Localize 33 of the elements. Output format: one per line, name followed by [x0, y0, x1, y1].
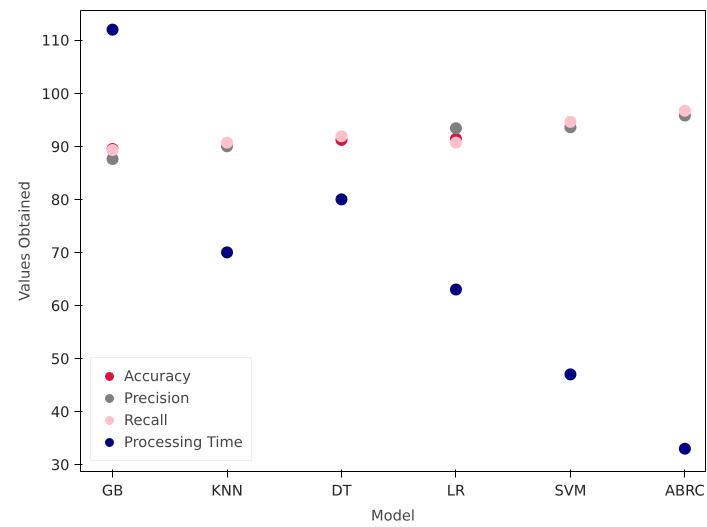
legend-label: Accuracy	[124, 368, 191, 384]
x-tick-label: DT	[331, 482, 352, 500]
point	[564, 116, 576, 128]
point	[678, 104, 691, 117]
x-tick-label: GB	[102, 482, 124, 500]
y-tick-label: 60	[50, 298, 70, 315]
x-tick-label: ABRC	[665, 482, 705, 500]
x-tick-label: KNN	[211, 482, 243, 500]
point	[450, 136, 462, 149]
point	[564, 368, 576, 380]
point	[335, 193, 348, 206]
y-tick-label: 70	[50, 244, 70, 262]
legend-label: Processing Time	[124, 434, 243, 450]
point	[450, 284, 462, 296]
y-tick-label: 110	[42, 32, 70, 50]
point	[450, 122, 462, 134]
point	[106, 24, 119, 36]
x-tick-label: LR	[446, 482, 466, 500]
y-tick-label: 100	[42, 86, 70, 103]
y-tick-label: 40	[50, 404, 70, 422]
legend-label: Recall	[124, 412, 168, 428]
x-tick-label: SVM	[554, 482, 586, 500]
y-tick-label: 90	[50, 138, 70, 156]
point	[335, 130, 348, 142]
y-tick-label: 80	[50, 192, 70, 209]
x-axis-title: Model	[371, 508, 416, 524]
legend-label: Precision	[124, 390, 190, 406]
point	[221, 246, 234, 258]
point	[221, 136, 234, 149]
y-tick-label: 30	[50, 457, 70, 474]
y-tick-label: 50	[50, 351, 70, 368]
y-axis-title: Values Obtained	[16, 181, 34, 301]
point	[678, 442, 691, 455]
